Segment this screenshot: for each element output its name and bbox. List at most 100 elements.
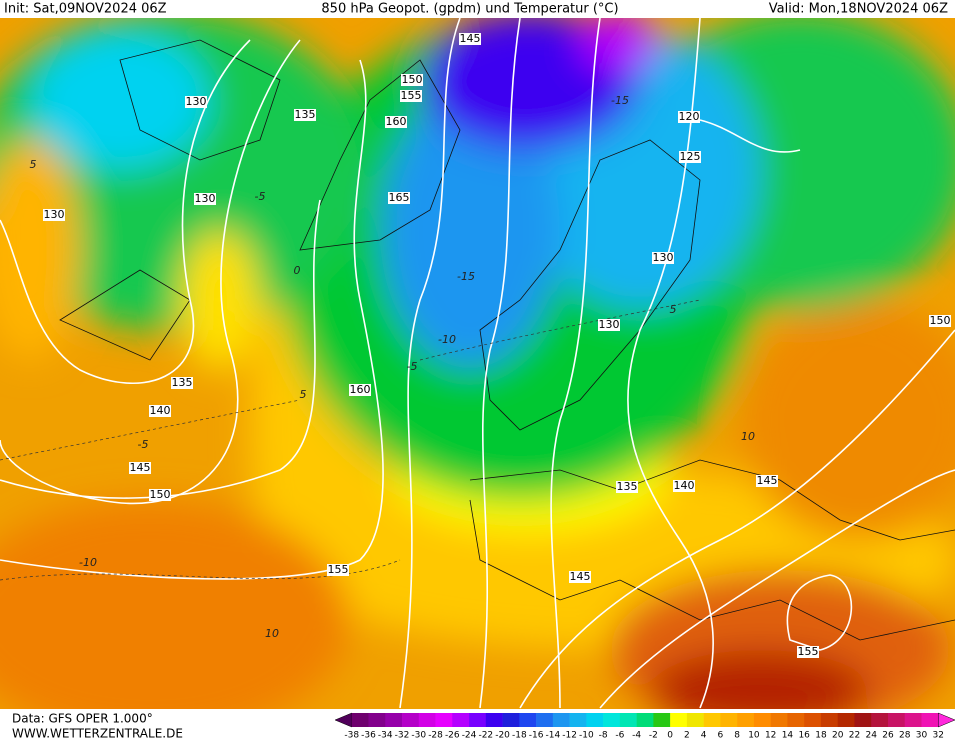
contour-label-bg <box>459 33 481 45</box>
colorbar-swatch <box>686 713 704 727</box>
colorbar-label: -16 <box>529 731 544 741</box>
colorbar-swatch <box>837 713 855 727</box>
colorbar-swatch <box>418 713 436 727</box>
colorbar-swatch <box>351 713 369 727</box>
colorbar-label: 22 <box>849 731 860 741</box>
isotherm-label: -15 <box>611 94 629 107</box>
contour-label-bg <box>569 571 591 583</box>
contour-label-bg <box>129 462 151 474</box>
contour-label: 155 <box>401 89 422 102</box>
colorbar-swatch <box>804 713 822 727</box>
isotherm-label: 10 <box>265 627 279 640</box>
isotherm-label: 5 <box>30 158 37 171</box>
contour-label-bg <box>43 209 65 221</box>
colorbar-swatch <box>787 713 805 727</box>
contour-label-bg <box>149 405 171 417</box>
map-title: 850 hPa Geopot. (gpdm) und Temperatur (°… <box>321 2 618 17</box>
contour-label-bg <box>679 151 701 163</box>
contour-label: 150 <box>402 73 423 86</box>
contour-label-bg <box>678 111 700 123</box>
contour-label-bg <box>349 384 371 396</box>
contour-label: 145 <box>570 570 591 583</box>
colorbar-label: -34 <box>378 731 393 741</box>
contour-label: 155 <box>328 563 349 576</box>
isotherm-label: -5 <box>255 190 266 203</box>
contour-label: 135 <box>295 108 316 121</box>
colorbar-label: -22 <box>478 731 493 741</box>
colorbar-label: 16 <box>798 731 810 741</box>
contour-label-bg <box>673 480 695 492</box>
colorbar-swatch <box>670 713 688 727</box>
colorbar-swatch <box>452 713 470 727</box>
contour-label-bg <box>616 481 638 493</box>
colorbar-swatch <box>921 713 939 727</box>
isotherm-label: 10 <box>741 430 755 443</box>
contour-label-bg <box>327 564 349 576</box>
colorbar-label: -26 <box>445 731 460 741</box>
data-source: Data: GFS OPER 1.000° <box>12 712 153 726</box>
colorbar-label: -24 <box>462 731 477 741</box>
colorbar-swatch <box>737 713 755 727</box>
colorbar-swatch <box>536 713 554 727</box>
colorbar-label: -38 <box>344 731 359 741</box>
contour-label: 160 <box>386 115 407 128</box>
colorbar-label: 12 <box>765 731 776 741</box>
colorbar-swatch <box>636 713 654 727</box>
colorbar-label: 26 <box>882 731 894 741</box>
colorbar-swatch <box>485 713 503 727</box>
contour-label: 135 <box>617 480 638 493</box>
contour-label: 140 <box>674 479 695 492</box>
colorbar-label: 32 <box>933 731 944 741</box>
colorbar-label: -36 <box>361 731 376 741</box>
contour-label-bg <box>185 96 207 108</box>
contour-label-bg <box>385 116 407 128</box>
colorbar-label: -2 <box>649 731 658 741</box>
colorbar-swatch <box>402 713 420 727</box>
contour-label-bg <box>171 377 193 389</box>
colorbar-label: -10 <box>579 731 594 741</box>
colorbar-label: 10 <box>748 731 760 741</box>
contour-label-bg <box>388 192 410 204</box>
contour-label: 130 <box>195 192 216 205</box>
colorbar-swatch <box>469 713 487 727</box>
colorbar-swatch <box>552 713 570 727</box>
colorbar-label: -4 <box>632 731 641 741</box>
colorbar-label: -6 <box>615 731 624 741</box>
colorbar-swatch <box>586 713 604 727</box>
colorbar-swatch <box>502 713 520 727</box>
contour-label-bg <box>401 74 423 86</box>
contour-label-bg <box>294 109 316 121</box>
contour-label: 150 <box>930 314 951 327</box>
colorbar-label: 2 <box>684 731 690 741</box>
contour-label: 145 <box>757 474 778 487</box>
colorbar-label: -28 <box>428 731 443 741</box>
colorbar-label: 20 <box>832 731 844 741</box>
colorbar-label: 4 <box>701 731 707 741</box>
contour-label: 165 <box>389 191 410 204</box>
colorbar-label: 0 <box>667 731 673 741</box>
isotherm-label: -5 <box>138 438 149 451</box>
contour-label-bg <box>756 475 778 487</box>
colorbar-swatch <box>871 713 889 727</box>
colorbar-swatch <box>703 713 721 727</box>
contour-label: 130 <box>44 208 65 221</box>
contour-label: 135 <box>172 376 193 389</box>
colorbar-swatch <box>753 713 771 727</box>
colorbar-label: -8 <box>599 731 608 741</box>
colorbar-swatch <box>519 713 537 727</box>
colorbar-label: 28 <box>899 731 911 741</box>
colorbar-arrow <box>334 712 353 728</box>
isotherm-label: -10 <box>438 333 456 346</box>
isotherm-label: 5 <box>300 388 307 401</box>
colorbar-swatch <box>820 713 839 727</box>
colorbar-swatch <box>603 713 621 727</box>
contour-label: 160 <box>350 383 371 396</box>
contour-label: 125 <box>680 150 701 163</box>
contour-label: 140 <box>150 404 171 417</box>
colorbar-label: 18 <box>815 731 827 741</box>
colorbar-label: -30 <box>411 731 426 741</box>
contour-label: 155 <box>798 645 819 658</box>
colorbar-label: -18 <box>512 731 527 741</box>
isotherm-label: 5 <box>670 303 677 316</box>
colorbar-swatch <box>854 713 872 727</box>
